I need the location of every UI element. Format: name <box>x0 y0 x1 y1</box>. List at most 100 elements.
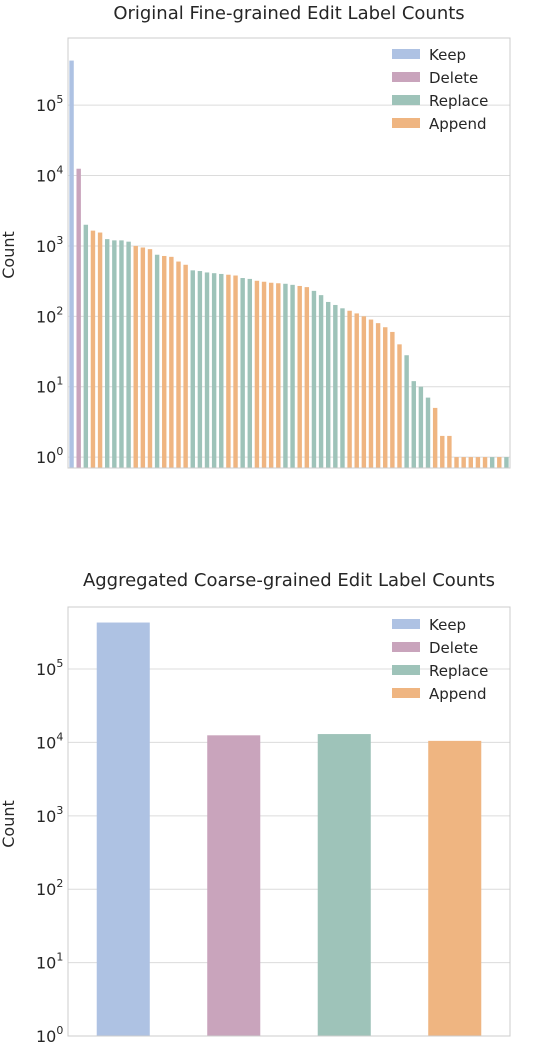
y-tick-label: 105 <box>36 657 63 679</box>
legend-swatch-append <box>392 118 420 128</box>
y-tick-label: 100 <box>36 445 63 467</box>
bar-append <box>468 457 474 468</box>
bar-replace <box>340 308 345 468</box>
legend-swatch-keep <box>392 49 420 59</box>
y-tick-label: 102 <box>36 877 63 899</box>
y-tick-label: 104 <box>36 730 63 752</box>
plot-frame <box>67 606 511 1037</box>
legend-swatch-delete <box>392 72 420 82</box>
bar-append <box>183 264 188 468</box>
bar-append <box>90 230 96 468</box>
y-tick-label: 105 <box>36 93 63 115</box>
bar-append <box>428 740 482 1036</box>
y-axis-label: Count <box>0 231 18 279</box>
y-tick-label: 101 <box>36 375 63 397</box>
bar-replace <box>119 240 124 468</box>
legend-swatch-keep <box>392 619 420 629</box>
y-tick-label: 103 <box>36 804 63 826</box>
y-tick-label: 100 <box>36 1024 63 1046</box>
plot-frame <box>67 37 511 469</box>
chart-title: Original Fine-grained Edit Label Counts <box>113 3 464 24</box>
bar-append <box>147 249 153 468</box>
bar-replace <box>333 304 338 468</box>
bar-append <box>276 283 281 468</box>
legend-label-delete: Delete <box>429 639 478 657</box>
bar-append <box>133 245 138 468</box>
chart-title: Aggregated Coarse-grained Edit Label Cou… <box>83 570 495 591</box>
bar-replace <box>418 386 424 468</box>
bar-append <box>97 232 103 468</box>
bar-replace <box>197 271 203 468</box>
bar-replace <box>311 290 317 468</box>
y-tick-label: 101 <box>36 951 63 973</box>
bar-append <box>226 274 231 468</box>
bar-replace <box>247 278 253 468</box>
bar-replace <box>283 283 288 468</box>
coarse-grained-chart: 100 101 102 103 104 105 Aggregated Coarse-grai… <box>0 570 511 1046</box>
bar-append <box>261 281 267 468</box>
legend-label-replace: Replace <box>429 662 488 680</box>
bar-replace <box>425 397 431 468</box>
bar-replace <box>504 457 509 468</box>
bar-append <box>397 344 402 468</box>
bar-replace <box>325 301 331 468</box>
bar-append <box>361 316 367 468</box>
bar-append <box>176 261 181 468</box>
legend-label-append: Append <box>429 685 487 703</box>
bar-append <box>383 327 388 468</box>
y-axis-label: Count <box>0 800 18 848</box>
bar-replace <box>219 273 224 468</box>
y-tick-label: 103 <box>36 234 63 256</box>
legend-label-keep: Keep <box>429 616 466 634</box>
y-tick-label: 102 <box>36 304 63 326</box>
bar-keep <box>69 60 74 468</box>
bar-append <box>461 457 466 468</box>
bar-append <box>454 457 459 468</box>
bar-append <box>347 310 352 468</box>
bar-append <box>254 280 260 468</box>
y-tick-label: 104 <box>36 164 63 186</box>
bar-replace <box>211 273 217 468</box>
bar-replace <box>489 457 495 468</box>
fine-grained-chart: 100 101 102 103 104 105 Original Fine-grained … <box>0 3 511 469</box>
bar-append <box>390 331 395 468</box>
bar-append <box>297 285 302 468</box>
legend-label-delete: Delete <box>429 69 478 87</box>
bar-replace <box>317 734 371 1036</box>
bar-append <box>368 319 374 468</box>
bar-append <box>268 282 274 468</box>
bar-append <box>475 457 481 468</box>
bar-keep <box>96 622 150 1036</box>
bar-append <box>432 407 438 468</box>
bar-append <box>497 457 502 468</box>
legend-label-append: Append <box>429 115 487 133</box>
bar-append <box>162 255 167 468</box>
bar-delete <box>76 168 81 468</box>
bar-append <box>447 435 452 468</box>
bar-append <box>354 313 359 468</box>
bar-delete <box>207 735 261 1036</box>
bar-append <box>375 323 381 468</box>
bar-replace <box>154 254 160 468</box>
bar-replace <box>411 381 416 468</box>
bar-replace <box>83 224 89 468</box>
bar-append <box>482 457 488 468</box>
bar-replace <box>240 278 245 468</box>
legend-swatch-replace <box>392 665 420 675</box>
bar-replace <box>190 270 195 468</box>
bar-replace <box>126 241 131 468</box>
bar-replace <box>204 272 210 468</box>
bar-append <box>304 287 310 468</box>
bar-replace <box>318 295 324 468</box>
legend-swatch-replace <box>392 95 420 105</box>
legend-label-replace: Replace <box>429 92 488 110</box>
bar-append <box>440 435 445 468</box>
bar-replace <box>112 240 117 468</box>
bar-replace <box>404 355 409 468</box>
bar-append <box>233 275 238 468</box>
legend-label-keep: Keep <box>429 46 466 64</box>
bar-append <box>169 256 174 468</box>
bar-replace <box>104 239 110 468</box>
legend-swatch-delete <box>392 642 420 652</box>
